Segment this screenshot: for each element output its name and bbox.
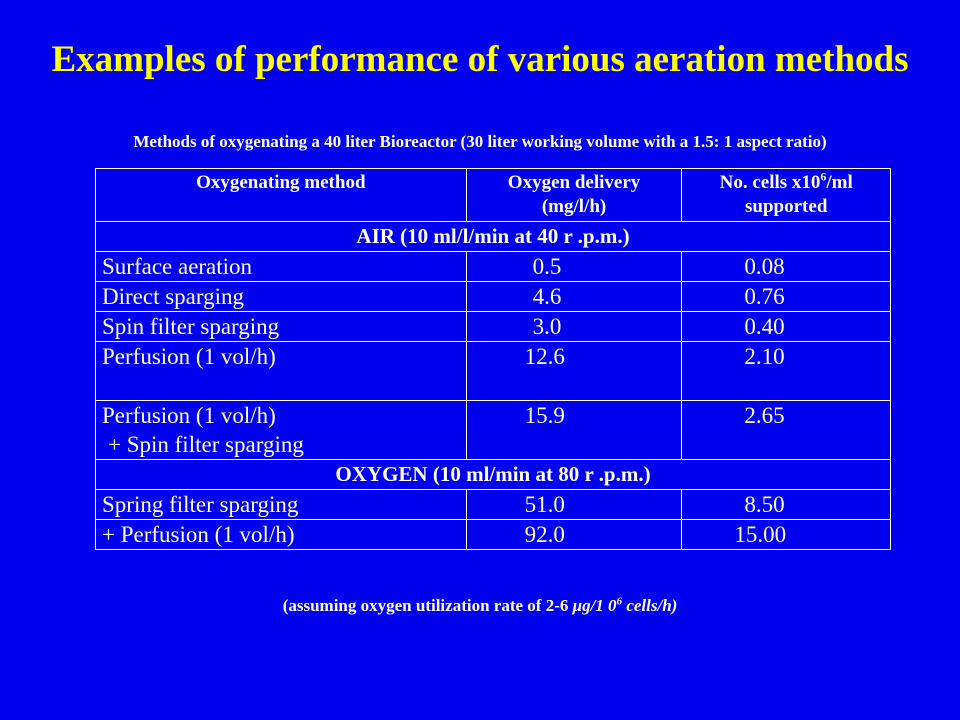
method-cell: Spring filter sparging xyxy=(95,489,467,520)
oxygen-section-label: OXYGEN (10 ml/min at 80 r .p.m.) xyxy=(95,459,891,490)
header-cells-line2: supported xyxy=(745,196,828,217)
table-row: Direct sparging 4.6 0.76 xyxy=(95,281,891,312)
cells-cell: 15.00 xyxy=(681,519,891,550)
delivery-cell: 4.6 xyxy=(465,281,683,312)
cells-cell: 8.50 xyxy=(681,489,891,520)
header-cells-supported: No. cells x106/ml supported xyxy=(681,168,891,222)
delivery-cell: 3.0 xyxy=(465,311,683,342)
delivery-cell: 15.9 xyxy=(465,400,683,460)
method-cell: Surface aeration xyxy=(95,251,467,282)
footnote-post: cells/h) xyxy=(622,596,678,615)
footnote-unit: μg/1 0 xyxy=(572,596,617,615)
slide-title: Examples of performance of various aerat… xyxy=(51,39,909,80)
header-cells-pre: No. cells x10 xyxy=(719,172,821,193)
header-cells-sup: 6 xyxy=(820,169,827,184)
method-cell-line2: + Spin filter sparging xyxy=(108,432,304,457)
table-row: + Perfusion (1 vol/h) 92.0 15.00 xyxy=(95,519,891,550)
air-section-label: AIR (10 ml/l/min at 40 r .p.m.) xyxy=(95,221,891,252)
method-cell: + Perfusion (1 vol/h) xyxy=(95,519,467,550)
table-row: Spin filter sparging 3.0 0.40 xyxy=(95,311,891,342)
oxygen-section-row: OXYGEN (10 ml/min at 80 r .p.m.) xyxy=(95,459,891,490)
table-row: Spring filter sparging 51.0 8.50 xyxy=(95,489,891,520)
method-cell: Perfusion (1 vol/h) xyxy=(95,341,467,401)
delivery-cell: 0.5 xyxy=(465,251,683,282)
cells-cell: 2.65 xyxy=(681,400,891,460)
header-cells-post: /ml xyxy=(826,172,853,193)
header-oxygenating-method: Oxygenating method xyxy=(95,168,467,222)
method-cell-line1: Perfusion (1 vol/h) xyxy=(102,403,276,428)
method-cell: Spin filter sparging xyxy=(95,311,467,342)
table-row: Perfusion (1 vol/h) 12.6 2.10 xyxy=(95,341,891,401)
footnote: (assuming oxygen utilization rate of 2-6… xyxy=(0,596,960,616)
delivery-cell: 92.0 xyxy=(465,519,683,550)
table-row: Perfusion (1 vol/h) + Spin filter spargi… xyxy=(95,400,891,460)
header-oxygen-delivery-line1: Oxygen delivery xyxy=(507,172,641,193)
cells-cell: 2.10 xyxy=(681,341,891,401)
delivery-cell: 51.0 xyxy=(465,489,683,520)
cells-cell: 0.08 xyxy=(681,251,891,282)
header-oxygen-delivery: Oxygen delivery (mg/l/h) xyxy=(465,168,683,222)
footnote-pre: (assuming oxygen utilization rate of 2-6 xyxy=(282,596,573,615)
table-row: Surface aeration 0.5 0.08 xyxy=(95,251,891,282)
aeration-performance-table: Oxygenating method Oxygen delivery (mg/l… xyxy=(95,168,891,550)
cells-cell: 0.40 xyxy=(681,311,891,342)
slide-subtitle: Methods of oxygenating a 40 liter Biorea… xyxy=(133,132,827,151)
table-header-row: Oxygenating method Oxygen delivery (mg/l… xyxy=(95,168,891,222)
header-oxygen-delivery-line2: (mg/l/h) xyxy=(541,196,607,217)
method-cell: Direct sparging xyxy=(95,281,467,312)
method-cell: Perfusion (1 vol/h) + Spin filter spargi… xyxy=(95,400,467,460)
cells-cell: 0.76 xyxy=(681,281,891,312)
footnote-sup: 6 xyxy=(616,595,623,608)
air-section-row: AIR (10 ml/l/min at 40 r .p.m.) xyxy=(95,221,891,252)
delivery-cell: 12.6 xyxy=(465,341,683,401)
